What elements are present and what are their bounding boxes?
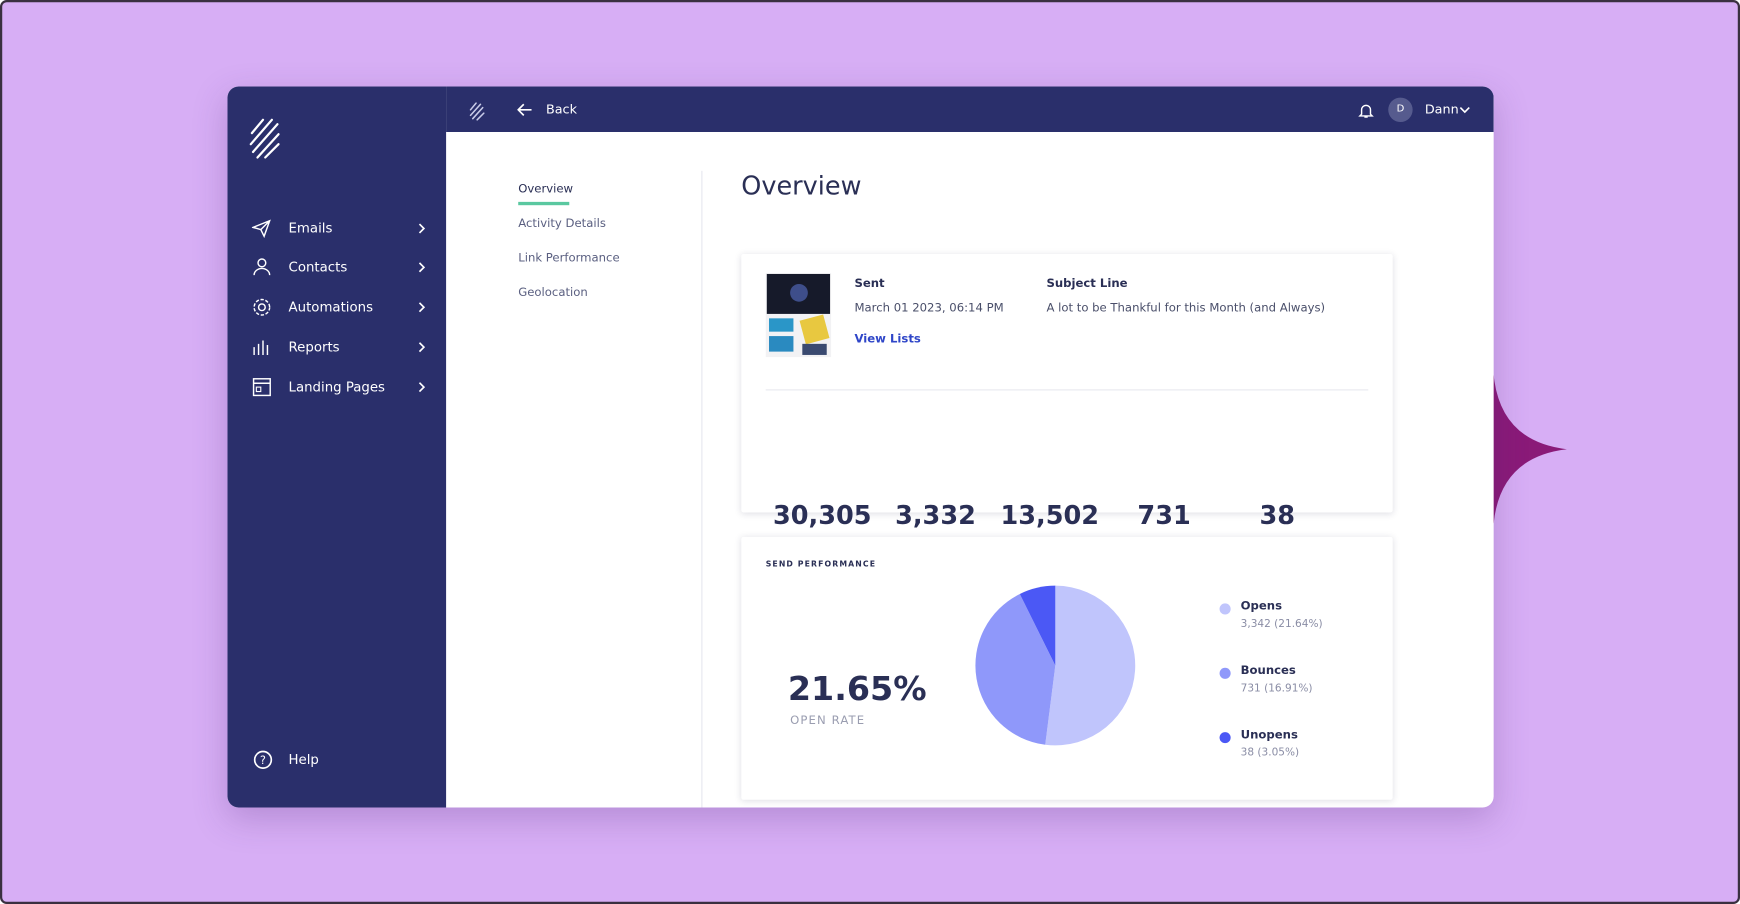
email-thumbnail xyxy=(765,272,832,358)
bell-icon[interactable] xyxy=(1358,102,1374,119)
page-title: Overview xyxy=(741,172,862,201)
performance-card: SEND PERFORMANCE 21.65% OPEN RATE Opens 3… xyxy=(741,536,1393,800)
legend-dot xyxy=(1219,732,1231,744)
subject-text: A lot to be Thankful for this Month (and… xyxy=(1046,301,1326,315)
nav-chevron xyxy=(418,342,426,353)
star-decoration xyxy=(1420,374,1567,524)
legend-dot xyxy=(1219,667,1231,679)
user-chevron[interactable] xyxy=(1459,106,1470,114)
subnav-item[interactable]: Geolocation xyxy=(518,285,588,300)
legend-dot xyxy=(1219,603,1231,615)
legend-detail: 731 (16.91%) xyxy=(1240,682,1313,695)
nav-item[interactable]: Emails xyxy=(288,220,333,237)
top-bar: Back D Dann xyxy=(446,86,1494,132)
top-logo xyxy=(469,102,485,121)
pie-slice xyxy=(975,593,1056,745)
back-link[interactable]: Back xyxy=(545,101,577,117)
nav-icon xyxy=(253,258,271,276)
nav-icon xyxy=(253,298,271,316)
pie-slice xyxy=(1045,585,1136,746)
nav-chevron xyxy=(418,302,426,313)
summary-card: Sent March 01 2023, 06:14 PM View Lists … xyxy=(741,254,1393,554)
help-icon: ? xyxy=(253,750,273,769)
nav-item[interactable]: Automations xyxy=(288,299,374,315)
legend-detail: 3,342 (21.64%) xyxy=(1240,618,1323,631)
nav-item[interactable]: Reports xyxy=(288,339,340,355)
stat-value: 30,305 xyxy=(773,501,872,531)
help-link[interactable]: Help xyxy=(288,751,319,768)
nav-chevron xyxy=(418,262,426,273)
sidebar: Emails Contacts Automations Reports Landing … xyxy=(227,86,447,808)
nav-icon xyxy=(251,219,271,239)
open-rate: 21.65% xyxy=(787,669,927,709)
avatar[interactable] xyxy=(1388,97,1413,123)
subject-label: Subject Line xyxy=(1046,276,1128,291)
view-lists-link[interactable]: View Lists xyxy=(854,332,921,346)
nav-item[interactable]: Contacts xyxy=(288,259,348,275)
pie-slice xyxy=(1019,585,1056,666)
section-title: SEND PERFORMANCE xyxy=(765,559,877,569)
open-rate-label: OPEN RATE xyxy=(790,713,866,728)
nav-chevron xyxy=(418,223,426,234)
stat-value: 3,332 xyxy=(895,501,976,531)
subnav-item[interactable]: Activity Details xyxy=(518,217,606,231)
divider xyxy=(701,170,703,808)
subnav-item[interactable]: Overview xyxy=(518,182,574,196)
svg-text:?: ? xyxy=(260,754,266,767)
nav-icon xyxy=(252,378,271,397)
legend-name: Opens xyxy=(1240,599,1283,614)
legend-name: Unopens xyxy=(1240,728,1298,742)
sent-date: March 01 2023, 06:14 PM xyxy=(854,301,1004,315)
card-divider xyxy=(765,389,1369,391)
pie-chart xyxy=(975,585,1136,746)
legend-name: Bounces xyxy=(1240,664,1296,678)
back-arrow[interactable] xyxy=(517,103,533,116)
avatar-initial: D xyxy=(1396,103,1405,115)
active-underline xyxy=(518,201,570,206)
app-window: Emails Contacts Automations Reports Landing … xyxy=(227,86,1494,808)
nav-chevron xyxy=(418,382,426,393)
stat-value: 13,502 xyxy=(1000,501,1100,531)
nav-icon xyxy=(253,340,269,355)
sent-label: Sent xyxy=(854,276,885,291)
stat-value: 731 xyxy=(1137,501,1191,531)
logo xyxy=(249,118,280,159)
stat-value: 38 xyxy=(1259,501,1296,531)
nav-item[interactable]: Landing Pages xyxy=(288,379,385,395)
subnav-item[interactable]: Link Performance xyxy=(518,251,620,265)
legend-detail: 38 (3.05%) xyxy=(1240,746,1300,760)
user-name[interactable]: Dann xyxy=(1424,101,1459,117)
